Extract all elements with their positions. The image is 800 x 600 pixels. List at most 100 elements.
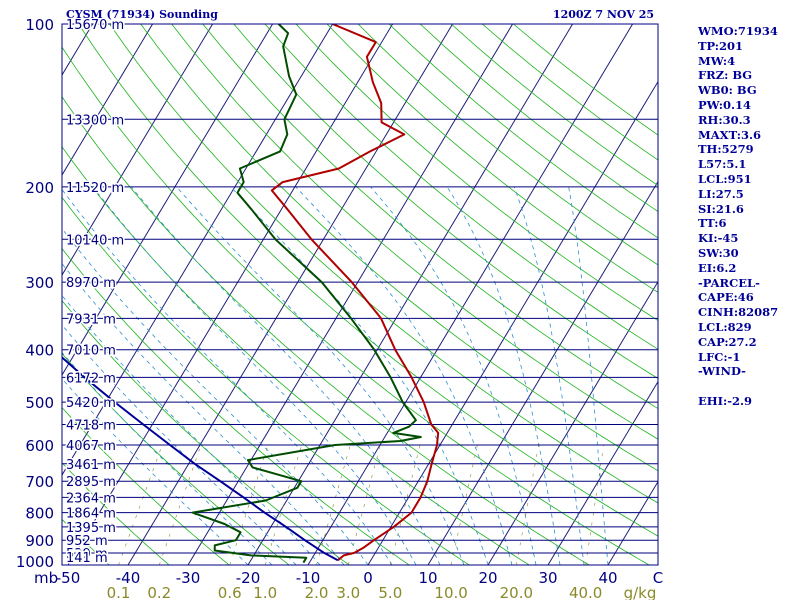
stat-line: [698, 379, 798, 394]
moist-adiabat-line: [176, 186, 465, 565]
sounding-datetime: 1200Z 7 NOV 25: [552, 8, 654, 21]
pressure-label: 100: [25, 16, 54, 34]
isotherm-line: [487, 280, 658, 565]
mixing-ratio-line: [158, 444, 202, 565]
pressure-unit-label: mb: [34, 569, 58, 587]
isotherm-line: [62, 24, 154, 176]
height-label: 7010 m: [66, 344, 116, 359]
stat-line: FRZ: BG: [698, 68, 753, 83]
height-label: 2364 m: [66, 491, 116, 506]
temperature-label: -40: [116, 569, 141, 587]
height-label: 4718 m: [66, 419, 116, 434]
height-label: 952 m: [66, 534, 108, 549]
moist-adiabat-line: [62, 378, 249, 565]
stat-line: LI:27.5: [698, 186, 744, 201]
temperature-label: 30: [538, 569, 557, 587]
stat-line: MW:4: [698, 53, 736, 68]
isotherm-line: [67, 24, 394, 565]
pressure-label: 600: [25, 437, 54, 455]
moist-adiabat-line: [62, 263, 345, 565]
temperature-label: 10: [418, 569, 437, 587]
temperature-label: -50: [56, 569, 81, 587]
mixing-ratio-line: [316, 444, 351, 565]
mixing-ratio-label: 10.0: [434, 584, 467, 600]
height-label: 8970 m: [66, 276, 116, 291]
isotherm-line: [62, 24, 274, 376]
height-label: 15670 m: [66, 18, 124, 33]
height-label: 13300 m: [66, 113, 124, 128]
mixing-ratio-line: [348, 444, 381, 565]
temperature-axis: -50 -40 -30 -20 -10 0 10 20 30 40 C: [56, 569, 663, 587]
stats-panel: WMO:71934 TP:201 MW:4 FRZ: BG WB0: BG PW:0.14…: [698, 24, 798, 409]
height-label: 5420 m: [66, 396, 116, 411]
stat-line: TH:5279: [698, 142, 754, 157]
sounding-series: [62, 24, 440, 564]
moist-adiabat-line: [568, 186, 609, 565]
isotherm-line: [367, 80, 658, 565]
dry-adiabat-line: [109, 24, 658, 504]
moist-adiabat-line: [230, 186, 489, 565]
height-label: 7931 m: [66, 312, 116, 327]
height-label: 1395 m: [66, 521, 116, 536]
stat-line: SW:30: [698, 245, 739, 260]
isotherm-line: [127, 24, 454, 565]
temperature-label: 20: [478, 569, 497, 587]
temperature-label: -10: [296, 569, 321, 587]
stat-line: SI:21.6: [698, 201, 744, 216]
isobar-lines: [62, 23, 658, 566]
dry-adiabat-line: [62, 46, 650, 565]
stat-line: MAXT:3.6: [698, 127, 761, 142]
isotherm-line: [547, 380, 658, 565]
mixing-ratio-axis: 0.1 0.2 0.6 1.0 2.0 3.0 5.0 10.0 20.0 40.0 g/kg: [107, 584, 657, 600]
stat-line: CAP:27.2: [698, 334, 757, 349]
mixing-ratio-line: [450, 444, 478, 565]
stat-line: EI:6.2: [698, 260, 737, 275]
height-label: 539 m: [66, 547, 108, 562]
mixing-ratio-line: [229, 444, 269, 565]
pressure-label: 900: [25, 532, 54, 550]
pressure-label: 700: [25, 473, 54, 491]
mixing-ratio-label: 40.0: [569, 584, 602, 600]
isotherm-line: [307, 24, 634, 565]
temperature-line: [270, 24, 440, 562]
stat-line: RH:30.3: [698, 112, 751, 127]
mixing-ratio-unit-label: g/kg: [624, 584, 657, 600]
pressure-label: 300: [25, 274, 54, 292]
background-reference-lines: [62, 24, 658, 565]
mixing-ratio-label: 5.0: [378, 584, 402, 600]
height-label: 6172 m: [66, 371, 116, 386]
temperature-label: 0: [363, 569, 373, 587]
stat-line: PW:0.14: [698, 97, 752, 112]
height-label: 141 m: [66, 551, 108, 566]
moist-adiabat-line: [513, 186, 585, 565]
mixing-ratio-label: 1.0: [253, 584, 277, 600]
mixing-ratio-line: [264, 444, 302, 565]
plot-frame: [61, 23, 659, 566]
mixing-ratio-line: [516, 444, 539, 565]
dew-point-line: [191, 24, 422, 564]
stat-line: WMO:71934: [698, 24, 778, 38]
stat-line: -WIND-: [698, 364, 746, 379]
stat-line: TP:201: [698, 38, 744, 53]
moist-adiabat-line: [131, 186, 441, 565]
stat-line: -PARCEL-: [698, 275, 760, 290]
height-label: 2895 m: [66, 475, 116, 490]
station-title: CYSM (71934) Sounding: [66, 8, 218, 21]
parcel-line: [62, 356, 339, 562]
stat-line: EHI:-2.9: [698, 393, 753, 408]
height-label: 3461 m: [66, 458, 116, 473]
height-label: 10140 m: [66, 233, 124, 248]
stat-line: CAPE:46: [698, 290, 754, 305]
mixing-ratio-label: 0.6: [218, 584, 242, 600]
mixing-ratio-label: 2.0: [305, 584, 329, 600]
temperature-unit-label: C: [653, 569, 663, 587]
mixing-ratio-line: [390, 444, 421, 565]
temperature-label: -30: [176, 569, 201, 587]
height-label: 4067 m: [66, 439, 116, 454]
temperature-label: -20: [236, 569, 261, 587]
pressure-label: 500: [25, 394, 54, 412]
pressure-label: 400: [25, 342, 54, 360]
stat-line: TT:6: [698, 216, 727, 231]
dry-adiabat-line: [78, 24, 658, 537]
